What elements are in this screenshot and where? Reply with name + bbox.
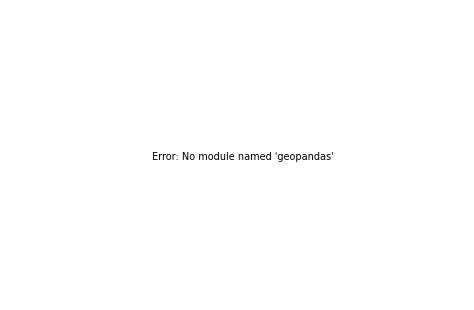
Text: Error: No module named 'geopandas': Error: No module named 'geopandas' [152,152,334,162]
